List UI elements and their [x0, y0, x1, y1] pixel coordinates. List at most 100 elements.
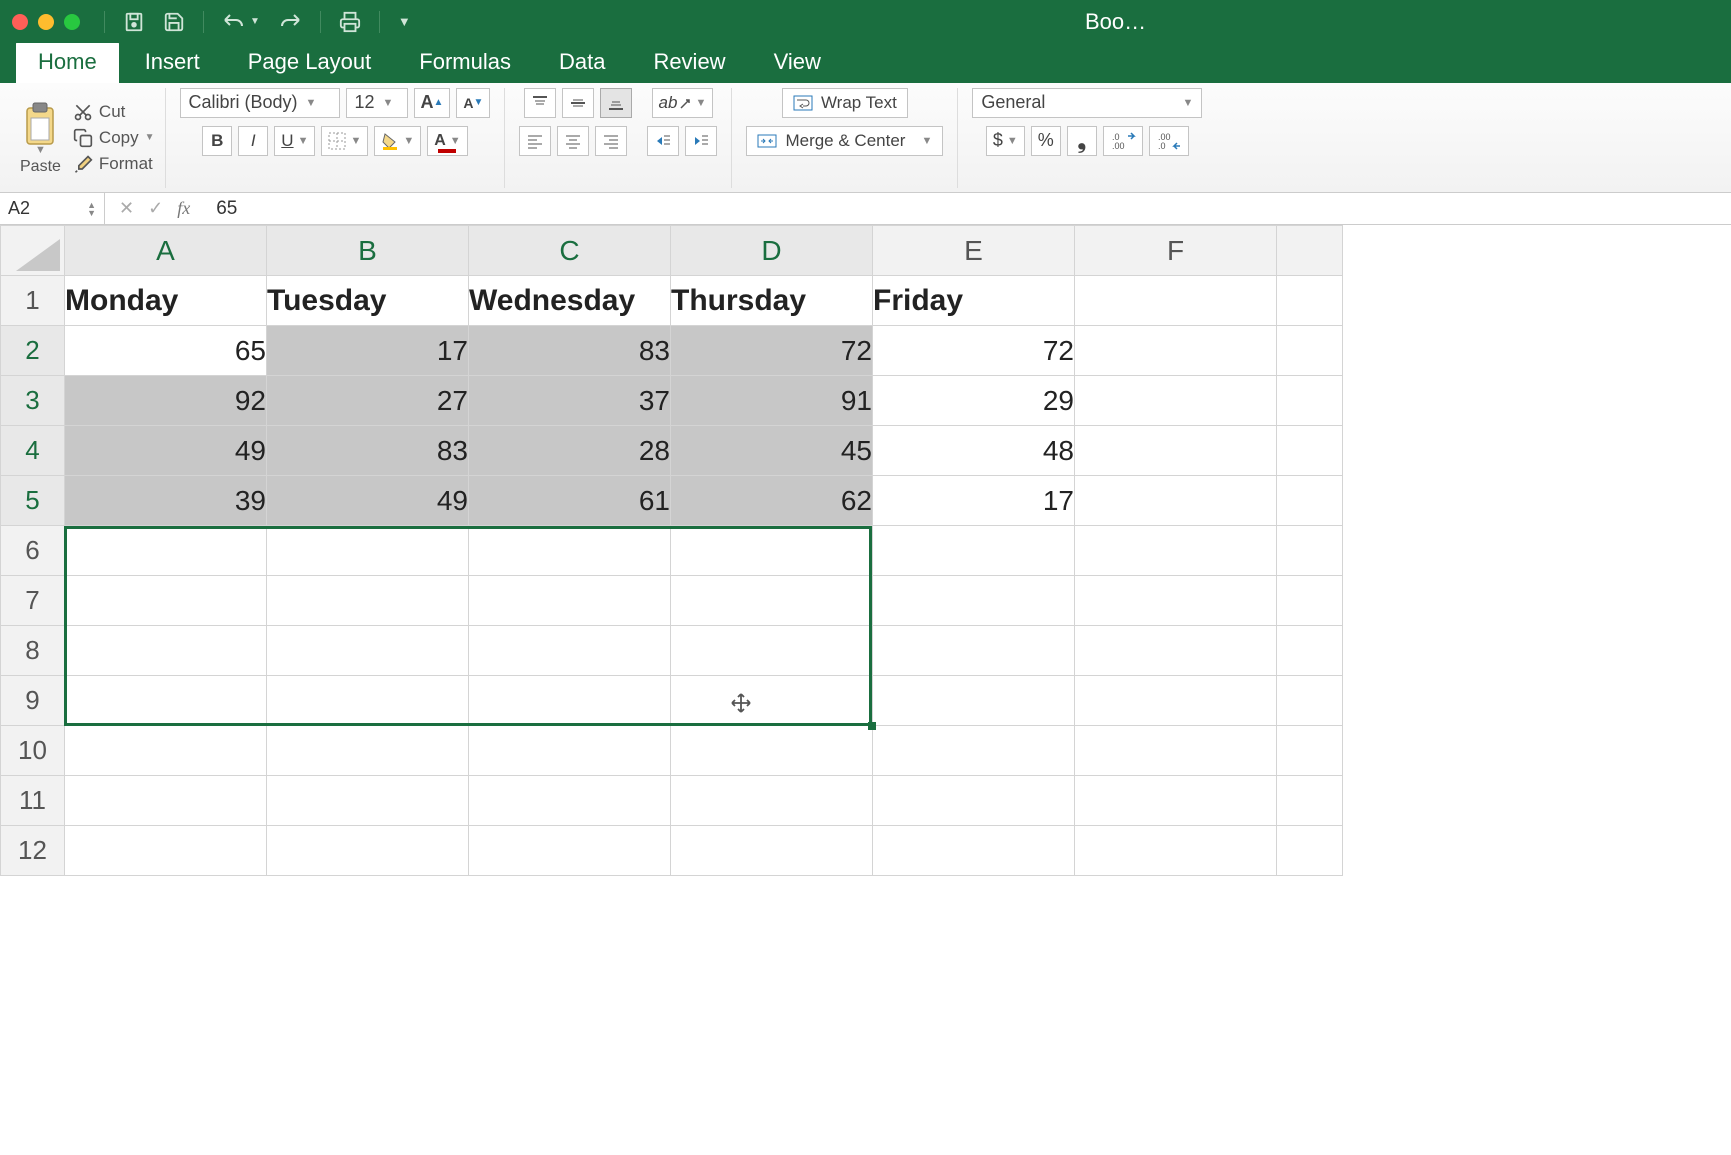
cell[interactable]	[1277, 326, 1343, 376]
cell[interactable]	[671, 626, 873, 676]
cell[interactable]	[267, 826, 469, 876]
merge-center-button[interactable]: Merge & Center ▼	[746, 126, 943, 156]
cell[interactable]	[1277, 826, 1343, 876]
comma-icon[interactable]: ❟	[1067, 126, 1097, 156]
cell[interactable]	[1277, 426, 1343, 476]
cell[interactable]	[469, 826, 671, 876]
cell[interactable]	[873, 726, 1075, 776]
row-header[interactable]: 11	[1, 776, 65, 826]
minimize-icon[interactable]	[38, 14, 54, 30]
cell[interactable]: 39	[65, 476, 267, 526]
row-header[interactable]: 10	[1, 726, 65, 776]
cell[interactable]	[65, 726, 267, 776]
tab-home[interactable]: Home	[16, 41, 119, 83]
col-header[interactable]: F	[1075, 226, 1277, 276]
font-size-dropdown[interactable]: 12▼	[346, 88, 408, 118]
cell[interactable]: Monday	[65, 276, 267, 326]
save-icon[interactable]	[163, 11, 185, 33]
cell[interactable]: 83	[469, 326, 671, 376]
percent-icon[interactable]: %	[1031, 126, 1061, 156]
italic-button[interactable]: I	[238, 126, 268, 156]
cell[interactable]	[1075, 376, 1277, 426]
increase-indent-icon[interactable]	[685, 126, 717, 156]
cell[interactable]	[267, 776, 469, 826]
cell[interactable]: 45	[671, 426, 873, 476]
row-header[interactable]: 9	[1, 676, 65, 726]
cell[interactable]	[469, 676, 671, 726]
row-header[interactable]: 3	[1, 376, 65, 426]
cell[interactable]	[1277, 276, 1343, 326]
format-painter-button[interactable]: Format	[73, 154, 155, 174]
cell[interactable]	[671, 776, 873, 826]
cell[interactable]	[1075, 526, 1277, 576]
cell[interactable]	[469, 776, 671, 826]
cell[interactable]	[65, 526, 267, 576]
cell[interactable]	[267, 576, 469, 626]
cell[interactable]	[1075, 426, 1277, 476]
cell[interactable]	[671, 526, 873, 576]
col-header[interactable]: C	[469, 226, 671, 276]
fx-icon[interactable]: fx	[177, 198, 190, 219]
cell[interactable]	[65, 576, 267, 626]
cell[interactable]	[873, 576, 1075, 626]
cell[interactable]	[65, 676, 267, 726]
cell[interactable]	[469, 626, 671, 676]
cell[interactable]: 48	[873, 426, 1075, 476]
cell[interactable]	[1075, 326, 1277, 376]
orientation-icon[interactable]: ab▼	[652, 88, 714, 118]
row-header[interactable]: 5	[1, 476, 65, 526]
cell[interactable]	[671, 576, 873, 626]
cell[interactable]: Friday	[873, 276, 1075, 326]
decrease-decimal-icon[interactable]: .00.0	[1149, 126, 1189, 156]
cell[interactable]	[65, 626, 267, 676]
col-header[interactable]: E	[873, 226, 1075, 276]
name-box[interactable]: A2 ▲▼	[0, 193, 105, 224]
wrap-text-button[interactable]: Wrap Text	[782, 88, 908, 118]
cell[interactable]	[873, 776, 1075, 826]
cell[interactable]: 92	[65, 376, 267, 426]
borders-icon[interactable]: ▼	[321, 126, 368, 156]
cell[interactable]: 17	[267, 326, 469, 376]
cell[interactable]: 61	[469, 476, 671, 526]
row-header[interactable]: 8	[1, 626, 65, 676]
print-icon[interactable]	[339, 11, 361, 33]
cell[interactable]	[1277, 726, 1343, 776]
cell[interactable]: 83	[267, 426, 469, 476]
cell[interactable]	[267, 676, 469, 726]
align-bottom-icon[interactable]	[600, 88, 632, 118]
cell[interactable]	[469, 576, 671, 626]
cell[interactable]	[65, 826, 267, 876]
cell[interactable]	[1075, 626, 1277, 676]
cell[interactable]	[873, 676, 1075, 726]
font-color-icon[interactable]: A▼	[427, 126, 467, 156]
cell[interactable]: 29	[873, 376, 1075, 426]
cell[interactable]: 72	[671, 326, 873, 376]
cell[interactable]: 91	[671, 376, 873, 426]
row-header[interactable]: 6	[1, 526, 65, 576]
col-header[interactable]	[1277, 226, 1343, 276]
cell[interactable]	[1075, 826, 1277, 876]
cell[interactable]	[65, 776, 267, 826]
cell[interactable]	[671, 726, 873, 776]
select-all-corner[interactable]	[1, 226, 65, 276]
confirm-icon[interactable]: ✓	[148, 198, 163, 219]
cell[interactable]	[267, 726, 469, 776]
align-center-icon[interactable]	[557, 126, 589, 156]
cell[interactable]	[1075, 676, 1277, 726]
fill-color-icon[interactable]: ▼	[374, 126, 421, 156]
cell[interactable]	[671, 676, 873, 726]
cancel-icon[interactable]: ✕	[119, 198, 134, 219]
currency-icon[interactable]: $▼	[986, 126, 1025, 156]
decrease-indent-icon[interactable]	[647, 126, 679, 156]
cell[interactable]: 62	[671, 476, 873, 526]
row-header[interactable]: 1	[1, 276, 65, 326]
underline-button[interactable]: U▼	[274, 126, 315, 156]
number-format-dropdown[interactable]: General▼	[972, 88, 1202, 118]
align-top-icon[interactable]	[524, 88, 556, 118]
redo-icon[interactable]	[278, 12, 302, 32]
align-left-icon[interactable]	[519, 126, 551, 156]
cell[interactable]	[1075, 726, 1277, 776]
tab-view[interactable]: View	[752, 41, 843, 83]
increase-decimal-icon[interactable]: .0.00	[1103, 126, 1143, 156]
maximize-icon[interactable]	[64, 14, 80, 30]
